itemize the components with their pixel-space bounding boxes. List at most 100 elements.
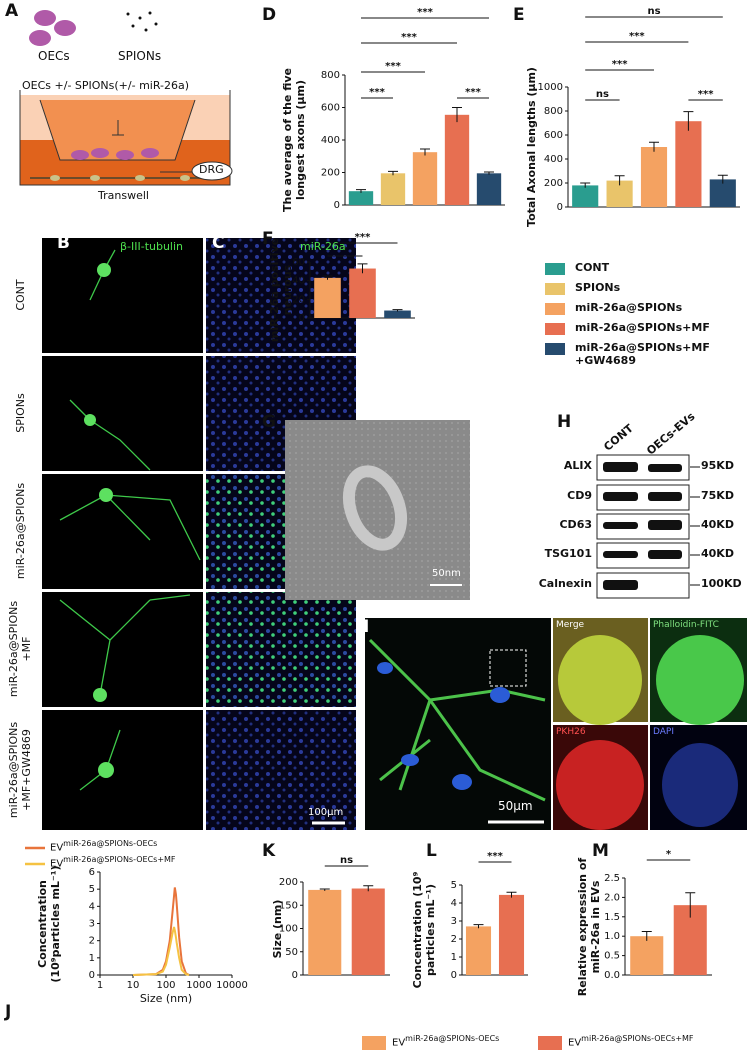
- y-axis-label: Concentration (10⁹ particles mL⁻¹): [411, 871, 437, 989]
- y-tick-label: 2: [451, 934, 457, 945]
- y-tick-label: 800: [544, 106, 563, 117]
- bar: [349, 268, 376, 318]
- legend-label: miR-26a@SPIONs+MF +GW4689: [575, 341, 710, 367]
- legend-base: EV: [568, 1037, 582, 1049]
- error-bar: [319, 888, 330, 891]
- error-bar: [580, 182, 591, 188]
- y-tick-label: 1000: [538, 82, 563, 93]
- significance-label: ***: [698, 89, 714, 100]
- legend-base: EV: [50, 858, 64, 870]
- legend-swatch: [545, 263, 565, 275]
- marker-size: 75KD: [701, 489, 734, 502]
- scale-bar-label: 50nm: [432, 568, 461, 579]
- legend-swatch: [538, 1036, 562, 1050]
- legend-label: EVmiR-26a@SPIONs-OECs: [392, 1034, 499, 1049]
- schematic-label: OECs: [38, 49, 70, 63]
- error-bar: [357, 263, 368, 274]
- panel-letter: G: [262, 412, 276, 432]
- legend-sup: miR-26a@SPIONs-OECs+MF: [63, 855, 176, 864]
- bar: [572, 185, 599, 207]
- y-tick-label: 0: [334, 200, 340, 211]
- y-tick-label: 0: [557, 202, 563, 213]
- legend-label: miR-26a@SPIONs+MF: [575, 321, 710, 334]
- significance-label: *: [666, 849, 672, 860]
- schematic-label: DRG: [199, 163, 224, 176]
- schematic-label: Transwell: [98, 189, 149, 202]
- row-label: miR-26a@SPIONs: [13, 482, 27, 580]
- bar: [380, 173, 406, 205]
- row-label: miR-26a@SPIONs +MF: [7, 600, 33, 698]
- row-label: SPIONs: [13, 393, 27, 433]
- schematic-label: OECs +/- SPIONs(+/- miR-26a): [22, 79, 190, 92]
- error-bar: [685, 892, 696, 918]
- panel-letter: L: [426, 841, 437, 861]
- row-label: CONT: [13, 279, 27, 311]
- y-tick-label: 0.0: [604, 970, 620, 981]
- error-bar: [473, 924, 484, 929]
- y-tick-label: 1: [89, 953, 95, 964]
- bar: [444, 114, 470, 205]
- significance-label: ***: [487, 851, 503, 862]
- row-label: miR-26a@SPIONs +MF+GW4869: [7, 721, 33, 819]
- legend-base: EV: [392, 1037, 406, 1049]
- bar: [476, 173, 502, 205]
- x-tick-label: 10: [127, 980, 140, 991]
- legend-swatch: [545, 303, 565, 315]
- tem-image: [285, 420, 470, 600]
- legend-swatch: [545, 283, 565, 295]
- legend-label: SPIONs: [575, 281, 621, 294]
- error-bar: [506, 891, 517, 898]
- marker-size: 40KD: [701, 518, 734, 531]
- significance-label: ***: [385, 61, 401, 72]
- row-label: CD9: [567, 489, 592, 502]
- y-tick-label: 2: [89, 936, 95, 947]
- channel-label: PKH26: [556, 727, 586, 737]
- panel-letter: E: [513, 5, 525, 25]
- panel-letter: B: [57, 233, 70, 253]
- bar: [640, 147, 668, 207]
- legend-swatch: [362, 1036, 386, 1050]
- y-tick-label: 200: [321, 168, 340, 179]
- significance-label: ***: [369, 87, 385, 98]
- confocal-image: [365, 618, 747, 830]
- y-tick-label: 200: [279, 877, 298, 888]
- error-bar: [388, 170, 398, 176]
- bar: [308, 889, 342, 975]
- panel-letter: D: [262, 5, 277, 25]
- error-bar: [717, 174, 728, 184]
- y-tick-label: 600: [321, 103, 340, 114]
- x-tick-label: 100: [156, 980, 175, 991]
- scale-bar-label: 100μm: [308, 807, 344, 818]
- y-tick-label: 4: [89, 901, 95, 912]
- schematic: [19, 10, 233, 186]
- panel-letter: H: [557, 412, 572, 432]
- error-bar: [452, 107, 462, 123]
- y-tick-label: 2.0: [604, 892, 620, 903]
- significance-label: ***: [465, 87, 481, 98]
- error-bar: [484, 171, 494, 175]
- y-tick-label: 6: [89, 867, 95, 878]
- error-bar: [614, 175, 625, 186]
- significance-label: ***: [401, 32, 417, 43]
- significance-label: ***: [417, 7, 433, 18]
- y-tick-label: 400: [321, 135, 340, 146]
- bar: [675, 121, 702, 207]
- y-tick-label: 50: [285, 947, 298, 958]
- row-label: ALIX: [563, 459, 592, 472]
- legend-sup: miR-26a@SPIONs-OECs: [405, 1034, 500, 1043]
- y-tick-label: 0: [89, 970, 95, 981]
- legend-label: EVmiR-26a@SPIONs-OECs+MF: [50, 855, 176, 870]
- channel-label: DAPI: [653, 727, 675, 737]
- x-tick-label: 1: [97, 980, 103, 991]
- micrographs: [42, 238, 356, 830]
- column-label: miR-26a: [300, 240, 346, 253]
- y-tick-label: 600: [544, 130, 563, 141]
- x-tick-label: 1000: [186, 980, 211, 991]
- bar: [709, 179, 736, 207]
- legend-sup: miR-26a@SPIONs-OECs+MF: [581, 1034, 694, 1043]
- y-axis-label: miR-26a positive neurous: [268, 237, 294, 343]
- panel-letter: F: [262, 229, 274, 249]
- error-bar: [641, 931, 652, 941]
- bar: [351, 888, 385, 975]
